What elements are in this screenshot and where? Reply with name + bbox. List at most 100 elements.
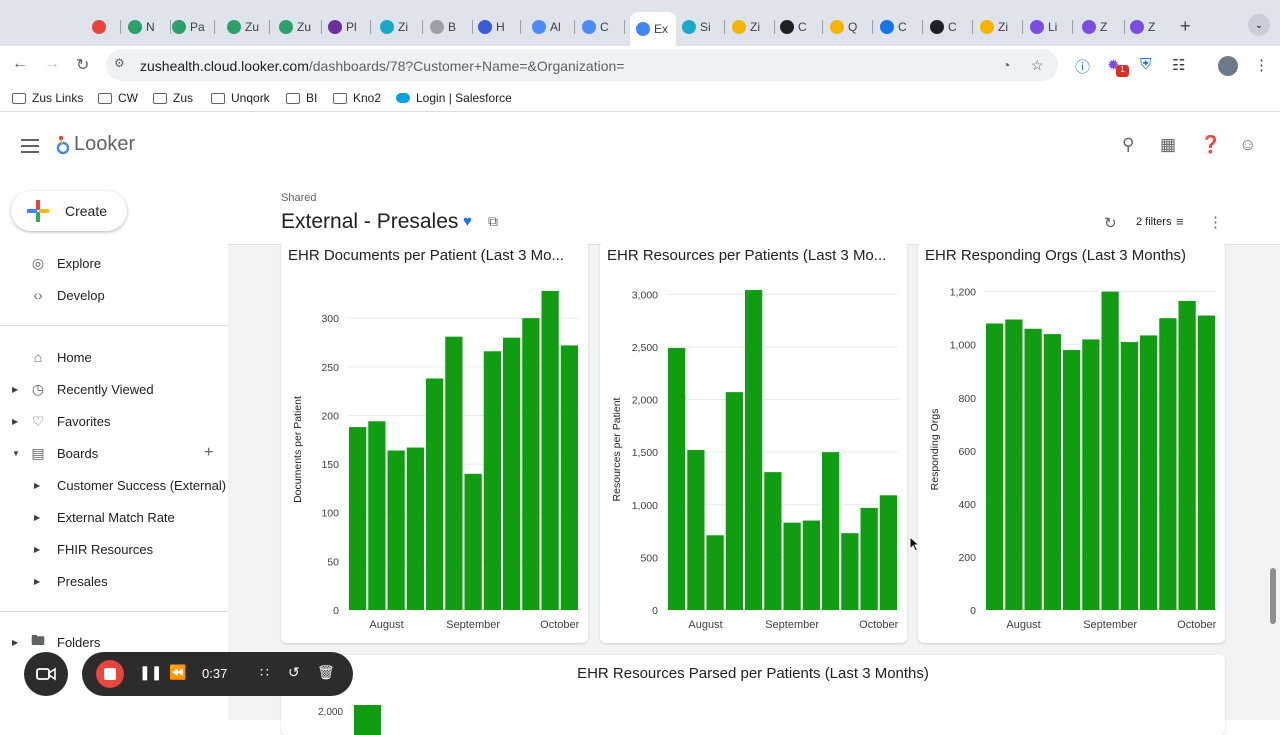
bar[interactable] (1140, 335, 1158, 610)
browser-tab[interactable]: Zi (980, 14, 1018, 40)
chart-tile-resources[interactable]: EHR Resources per Patients (Last 3 Mo...… (600, 241, 907, 643)
bookmark-item[interactable]: Login | Salesforce (396, 91, 512, 105)
reload-icon[interactable]: ↻ (76, 57, 90, 74)
new-tab-icon[interactable]: + (1180, 16, 1191, 36)
bar[interactable] (349, 427, 367, 610)
looker-logo[interactable]: Looker (56, 133, 135, 156)
browser-tab[interactable]: N (128, 14, 166, 40)
address-bar[interactable]: ⚙ zushealth.cloud.looker.com/dashboards/… (106, 49, 1058, 81)
browser-tab[interactable] (92, 14, 116, 40)
stop-recording-button[interactable] (96, 660, 124, 688)
bar[interactable] (464, 473, 482, 610)
browser-tab[interactable]: Zi (732, 14, 770, 40)
bar[interactable] (1101, 291, 1119, 610)
bar[interactable] (560, 345, 578, 610)
expand-caret-icon[interactable]: ▶ (12, 637, 19, 647)
filters-toggle[interactable]: 2 filters (1136, 216, 1172, 228)
sidebar-item-boards[interactable]: ▼ ▤ Boards + (0, 439, 228, 467)
sidebar-item-favorites[interactable]: ▶ ♡ Favorites (0, 407, 228, 435)
dashboard-menu-icon[interactable]: ⋮ (1208, 214, 1223, 231)
add-board-icon[interactable]: + (204, 444, 214, 461)
bar[interactable] (1120, 342, 1138, 610)
hamburger-menu-icon[interactable] (21, 139, 39, 157)
bookmark-star-icon[interactable]: ☆ (1031, 57, 1044, 73)
rewind-icon[interactable]: ⏪ (169, 664, 187, 680)
create-button[interactable]: Create (11, 191, 127, 231)
recorder-camera-button[interactable] (24, 652, 68, 696)
bar[interactable] (483, 351, 501, 610)
browser-tab[interactable]: Zi (380, 14, 418, 40)
sidebar-item-explore[interactable]: ◎ Explore (0, 249, 228, 277)
browser-tab[interactable]: Z (1130, 14, 1168, 40)
sidebar-item-home[interactable]: ⌂ Home (0, 343, 228, 371)
bar[interactable] (986, 323, 1004, 610)
browser-tab[interactable]: Al (532, 14, 570, 40)
expand-caret-icon[interactable]: ▶ (34, 480, 41, 490)
favorite-heart-icon[interactable]: ♥ (463, 213, 472, 230)
bar[interactable] (1178, 300, 1196, 610)
bar[interactable] (522, 318, 540, 610)
browser-tab[interactable]: C (582, 14, 620, 40)
board-item[interactable]: ▶ Customer Success (External) (0, 471, 228, 499)
bar[interactable] (668, 347, 686, 610)
bar[interactable] (426, 378, 444, 610)
browser-tab[interactable]: C (930, 14, 968, 40)
browser-tab[interactable]: Li (1030, 14, 1068, 40)
url-text[interactable]: zushealth.cloud.looker.com/dashboards/78… (140, 58, 624, 74)
browser-tab[interactable]: C (880, 14, 918, 40)
bar[interactable] (841, 533, 859, 610)
filter-icon[interactable]: ≡ (1176, 214, 1184, 229)
bar[interactable] (879, 495, 897, 610)
sidebar-item-recently-viewed[interactable]: ▶ ◷ Recently Viewed (0, 375, 228, 403)
bar[interactable] (503, 337, 521, 610)
bar[interactable] (745, 290, 763, 610)
sidebar-item-develop[interactable]: ‹› Develop (0, 281, 228, 309)
expand-caret-icon[interactable]: ▶ (12, 384, 19, 394)
bar[interactable] (860, 507, 878, 610)
bookmark-item[interactable]: Zus (153, 91, 193, 105)
page-scrollbar[interactable] (1270, 568, 1276, 624)
browser-tab[interactable]: Pa (172, 14, 210, 40)
browser-tab[interactable]: Zu (227, 14, 265, 40)
pause-icon[interactable]: ❚❚ (139, 664, 163, 680)
board-item[interactable]: ▶ External Match Rate (0, 503, 228, 531)
marketplace-icon[interactable]: ▦ (1160, 135, 1177, 154)
browser-tab[interactable]: Ex (630, 12, 676, 46)
browser-tab[interactable]: Si (682, 14, 720, 40)
bar[interactable] (783, 522, 801, 610)
bar[interactable] (802, 520, 820, 610)
tab-search-icon[interactable]: ⌄ (1248, 14, 1270, 36)
bar[interactable] (1043, 334, 1061, 610)
forward-icon[interactable]: → (44, 55, 60, 72)
bar[interactable] (764, 472, 782, 610)
bar[interactable] (706, 535, 724, 610)
bar[interactable] (368, 421, 386, 610)
bar[interactable] (1024, 328, 1042, 610)
bar[interactable] (1005, 319, 1023, 610)
bar[interactable] (1159, 318, 1177, 610)
bar[interactable] (541, 290, 559, 610)
board-item[interactable]: ▶ FHIR Resources (0, 535, 228, 563)
expand-caret-icon[interactable]: ▶ (34, 576, 41, 586)
bookmark-item[interactable]: Unqork (211, 91, 270, 105)
browser-tab[interactable]: H (478, 14, 516, 40)
bookmark-item[interactable]: Zus Links (12, 91, 83, 105)
bar[interactable] (1082, 339, 1100, 610)
collapse-caret-icon[interactable]: ▼ (12, 448, 20, 458)
bar[interactable] (725, 392, 743, 610)
browser-menu-icon[interactable]: ⋮ (1254, 57, 1269, 74)
chart-tile-resources-parsed[interactable]: EHR Resources Parsed per Patients (Last … (281, 655, 1225, 735)
refresh-icon[interactable]: ↻ (1104, 215, 1117, 232)
restart-icon[interactable]: ↺ (288, 664, 300, 680)
expand-caret-icon[interactable]: ▶ (34, 544, 41, 554)
bookmark-item[interactable]: CW (98, 91, 138, 105)
puzzle-icon[interactable]: ☷ (1172, 57, 1186, 74)
bar[interactable] (687, 450, 705, 610)
sidebar-item-folders[interactable]: ▶ 🖿 Folders (0, 628, 228, 656)
bookmark-item[interactable]: BI (286, 91, 317, 105)
browser-tab[interactable]: Q (830, 14, 868, 40)
performance-icon[interactable]: ◔ (1002, 57, 1011, 73)
shield-icon[interactable]: ⛨ (1140, 56, 1152, 73)
expand-caret-icon[interactable]: ▶ (12, 416, 19, 426)
browser-tab[interactable]: Z (1082, 14, 1120, 40)
